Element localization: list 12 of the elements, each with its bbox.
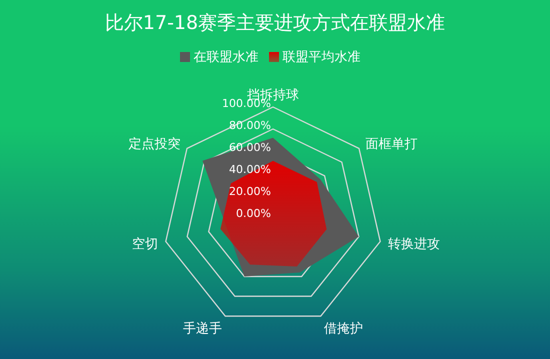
spoke-label: 定点投突 <box>128 137 181 152</box>
spoke-label: 转换进攻 <box>388 236 440 252</box>
y-tick-label: 0.00% <box>236 207 271 220</box>
spoke-label: 空切 <box>132 236 158 252</box>
y-tick-label: 20.00% <box>229 185 271 198</box>
y-tick-label: 100.00% <box>222 97 271 110</box>
spoke-label: 手递手 <box>182 322 222 337</box>
legend-label: 在联盟水准 <box>194 50 258 65</box>
legend-label: 联盟平均水准 <box>282 50 360 65</box>
spoke-label: 借掩护 <box>324 322 364 337</box>
spoke-label: 面框单打 <box>365 137 418 152</box>
chart-title: 比尔17-18赛季主要进攻方式在联盟水准 <box>104 11 446 36</box>
